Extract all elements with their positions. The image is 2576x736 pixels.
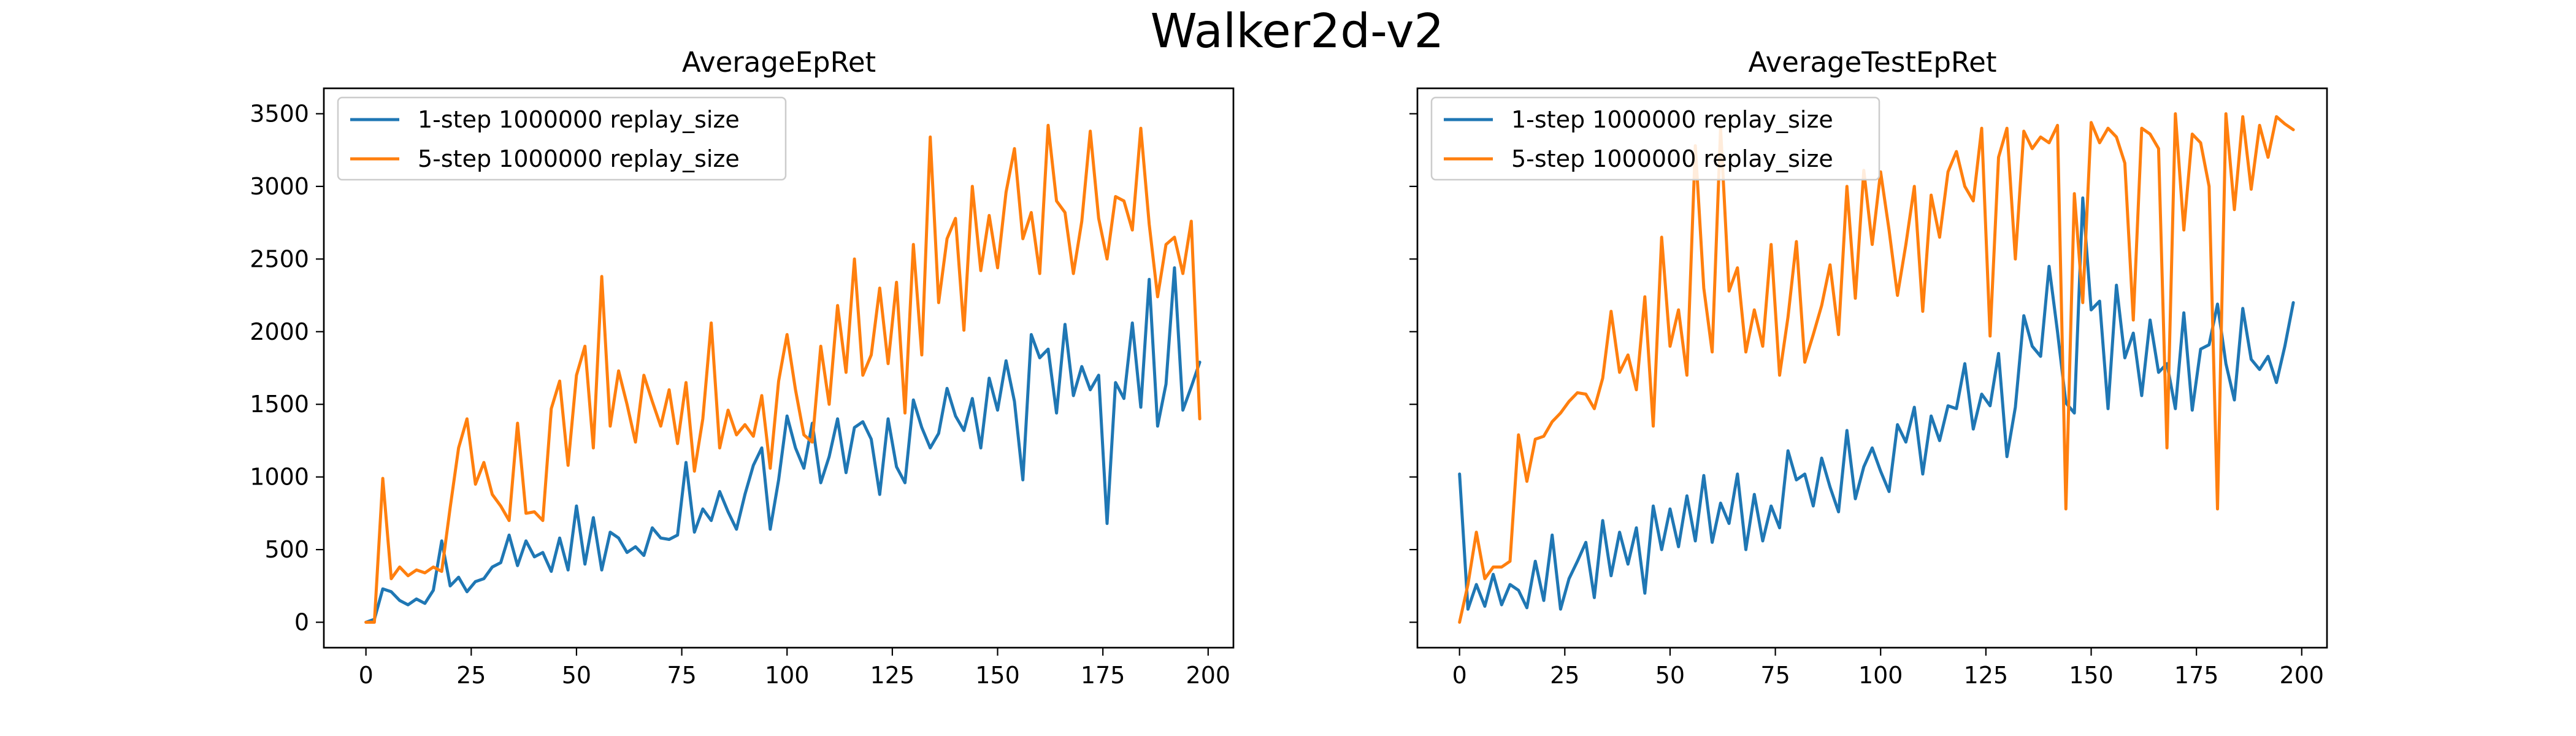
plot-area-frame [323,87,1235,649]
x-axis: 0 25 50 75 100 125 150 175 200 [1452,648,2325,689]
y-tick-label: 0 [294,609,309,636]
figure-title: Walker2d-v2 [1151,4,1444,59]
x-axis: 0 25 50 75 100 125 150 175 200 [359,648,1231,689]
x-tick-label: 50 [562,662,591,689]
x-tick-label: 125 [870,662,915,689]
x-tick-label: 100 [765,662,810,689]
x-tick-label: 200 [1186,662,1231,689]
x-tick-label: 0 [1452,662,1467,689]
y-tick-label: 2500 [250,245,309,272]
series-line-2 [364,123,1202,624]
x-tick-label: 150 [975,662,1020,689]
x-tick-label: 125 [1964,662,2009,689]
legend-label-2: 5-step 1000000 replay_size [418,145,740,172]
chart-title: AverageTestEpRet [1749,46,1997,79]
legend-label-1: 1-step 1000000 replay_size [418,106,740,133]
y-tick-label: 500 [264,536,309,563]
x-tick-label: 75 [667,662,696,689]
y-axis [1409,113,1417,623]
series-line-1 [364,266,1202,624]
y-tick-label: 3000 [250,173,309,200]
x-tick-label: 25 [1550,662,1579,689]
legend-label-1: 1-step 1000000 replay_size [1511,106,1833,133]
legend-box [337,96,787,181]
x-tick-label: 0 [359,662,374,689]
series-group [1458,112,2295,624]
x-tick-label: 200 [2280,662,2325,689]
x-tick-label: 50 [1655,662,1685,689]
x-tick-label: 75 [1760,662,1790,689]
chart-title: AverageEpRet [682,46,876,79]
series-line-2 [1458,112,2295,624]
series-group [364,123,1202,624]
series-line-1 [1458,196,2295,611]
y-tick-label: 1000 [250,464,309,491]
x-tick-label: 175 [1081,662,1125,689]
y-axis: 0 500 1000 1500 2000 2500 3000 3500 [250,100,324,636]
y-tick-label: 2000 [250,318,309,345]
x-tick-label: 25 [456,662,486,689]
legend-box [1430,96,1880,181]
y-tick-label: 1500 [250,391,309,418]
legend: 1-step 1000000 replay_size 5-step 1000000… [1430,96,1880,181]
chart-average-test-ep-ret: AverageTestEpRet 0 25 50 75 100 125 150 175 200 … [1409,46,2328,689]
legend-label-2: 5-step 1000000 replay_size [1511,145,1833,172]
x-tick-label: 150 [2069,662,2114,689]
x-tick-label: 175 [2174,662,2219,689]
legend: 1-step 1000000 replay_size 5-step 1000000… [337,96,787,181]
plot-area-frame [1416,87,2328,649]
y-tick-label: 3500 [250,100,309,127]
x-tick-label: 100 [1858,662,1903,689]
chart-average-ep-ret: AverageEpRet 0 25 50 75 100 125 150 175 200 0 500… [250,46,1235,689]
